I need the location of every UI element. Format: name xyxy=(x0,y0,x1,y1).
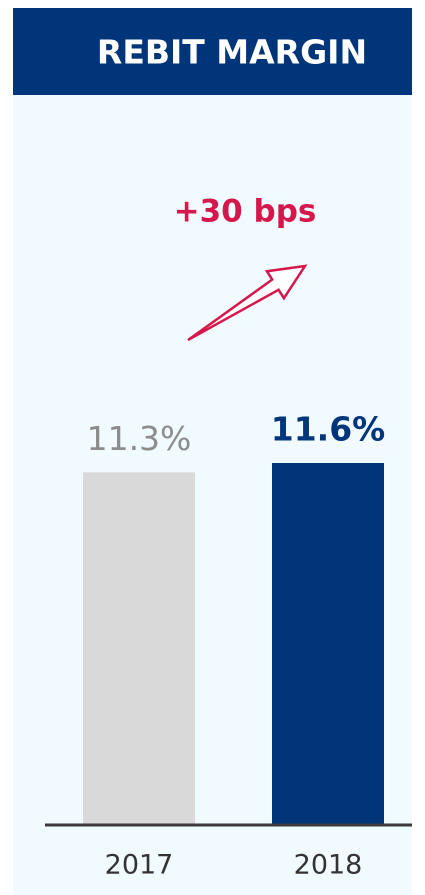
annotation: +30 bps xyxy=(174,194,317,230)
x-tick-label: 2018 xyxy=(294,850,363,881)
bar xyxy=(272,463,384,825)
x-tick-label: 2017 xyxy=(105,850,174,881)
arrow xyxy=(187,264,308,342)
value-label: 11.3% xyxy=(87,419,192,458)
header xyxy=(13,8,412,95)
bar xyxy=(83,472,195,825)
value-label: 11.6% xyxy=(271,410,386,449)
chart-title: REBIT MARGIN xyxy=(97,33,367,72)
